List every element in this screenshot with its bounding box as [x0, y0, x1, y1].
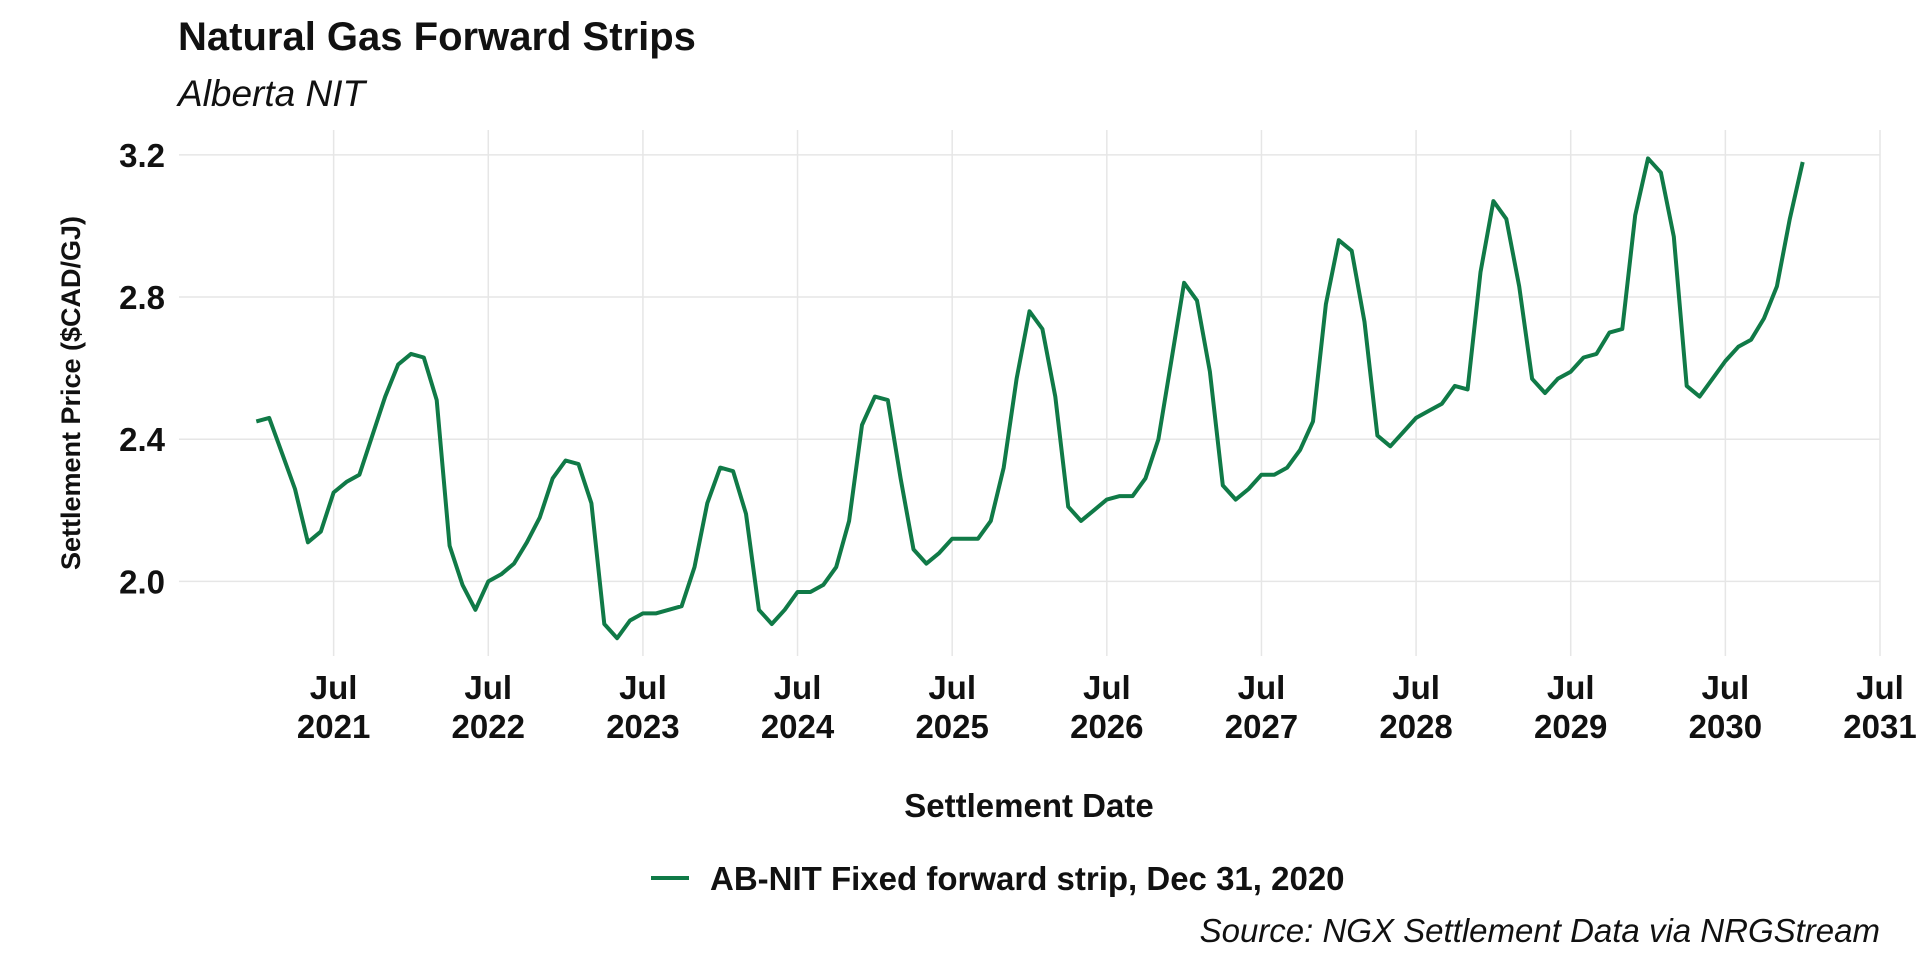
y-tick-label: 2.4	[119, 421, 166, 458]
y-tick-label: 3.2	[119, 137, 165, 174]
x-tick-label: Jul 2029	[1534, 669, 1608, 745]
x-tick-label: Jul 2031	[1843, 669, 1917, 745]
x-tick-label: Jul 2022	[451, 669, 525, 745]
x-tick-label: Jul 2023	[606, 669, 680, 745]
caption: Source: NGX Settlement Data via NRGStrea…	[1200, 912, 1880, 949]
x-tick-label: Jul 2028	[1379, 669, 1453, 745]
y-axis-label: Settlement Price ($CAD/GJ)	[56, 216, 86, 570]
y-tick-label: 2.0	[119, 563, 165, 600]
x-tick-label: Jul 2027	[1224, 669, 1299, 745]
x-tick-label: Jul 2026	[1070, 669, 1144, 745]
x-tick-label: Jul 2025	[915, 669, 989, 745]
series-line	[255, 156, 1805, 641]
x-tick-label: Jul 2021	[296, 669, 371, 745]
x-tick-label: Jul 2024	[760, 669, 835, 745]
x-axis-label: Settlement Date	[904, 787, 1153, 824]
y-tick-label: 2.8	[119, 279, 165, 316]
chart-subtitle: Alberta NIT	[176, 73, 368, 114]
chart-title: Natural Gas Forward Strips	[178, 15, 696, 59]
x-tick-label: Jul 2030	[1688, 669, 1763, 745]
legend-label: AB-NIT Fixed forward strip, Dec 31, 2020	[710, 860, 1345, 897]
